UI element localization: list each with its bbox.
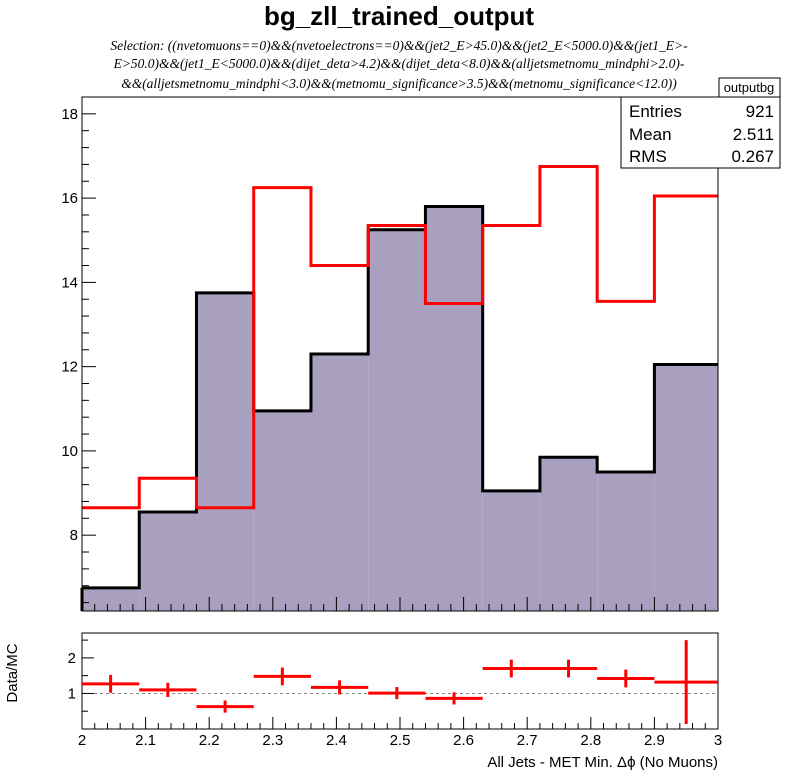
stats-box: outputbg Entries 921 Mean 2.511 RMS 0.26… [620,77,781,169]
stats-rms-value: 0.267 [731,147,774,166]
stats-box-header-frame [718,77,781,98]
mc-bar [597,471,655,611]
x-tick-label: 2.2 [199,732,220,749]
main-panel: 8 10 12 14 16 18 [61,96,719,612]
selection-line-3: &&(alljetsmetnomu_mindphi<3.0)&&(metnomu… [121,76,677,91]
stats-entries-label: Entries [629,102,682,121]
ratio-point [482,659,540,678]
x-tick-label: 2.1 [135,732,156,749]
x-tick-label: 2.6 [453,732,474,749]
mc-bar [310,354,369,611]
stats-box-frame [620,96,781,169]
mc-outline [82,205,718,590]
stats-entries-value: 921 [746,102,774,121]
mc-bar [82,587,140,611]
selection-line-2: E>50.0)&&(jet1_E<5000.0)&&(dijet_deta>4.… [113,56,685,71]
mc-bar [139,511,197,611]
ratio-point [196,700,254,713]
mc-bar [425,206,483,611]
ratio-point [82,674,140,693]
stats-rms-label: RMS [629,147,667,166]
mc-bar [654,364,718,611]
x-tick-label: 3 [714,732,722,749]
chart-title: bg_zll_trained_output [263,1,535,31]
x-tick-label: 2.8 [580,732,601,749]
ratio-y-tick-label: 2 [68,650,76,667]
ratio-point [139,682,197,697]
ratio-point [310,680,369,695]
y-tick-label: 12 [61,359,78,376]
ratio-panel: 1 2 2 2.1 2.2 2.3 2.4 2.5 2.6 2.7 2.8 2.9 3 [68,632,722,749]
ratio-point [368,687,426,700]
mc-bar [253,410,311,611]
x-tick-label: 2.3 [262,732,283,749]
mc-bar [482,490,540,611]
x-axis-label: All Jets - MET Min. Δϕ (No Muons) [487,754,718,771]
stats-mean-label: Mean [629,125,672,144]
y-tick-label: 16 [61,190,78,207]
ratio-y-axis-label: Data/MC [4,643,21,702]
ratio-y-tick-label: 1 [68,685,76,702]
stats-mean-value: 2.511 [733,125,774,144]
y-tick-label: 18 [61,106,78,123]
ratio-point [253,667,311,686]
y-tick-label: 8 [70,527,78,544]
ratio-point [425,692,483,705]
mc-bar [368,229,426,611]
stats-box-name: outputbg [724,80,775,95]
x-tick-label: 2.5 [390,732,411,749]
x-tick-label: 2 [78,732,86,749]
x-tick-label: 2.7 [517,732,538,749]
selection-line-1: Selection: ((nvetomuons==0)&&(nvetoelect… [110,38,688,53]
ratio-point [597,669,655,688]
y-tick-label: 14 [61,274,78,291]
mc-bar [196,292,254,611]
x-tick-label: 2.9 [644,732,665,749]
ratio-frame [81,632,719,730]
mc-bar [539,457,598,611]
data-line [82,165,718,510]
ratio-point [654,640,718,725]
ratio-point [539,659,598,678]
y-tick-label: 10 [61,443,78,460]
x-tick-label: 2.4 [326,732,347,749]
